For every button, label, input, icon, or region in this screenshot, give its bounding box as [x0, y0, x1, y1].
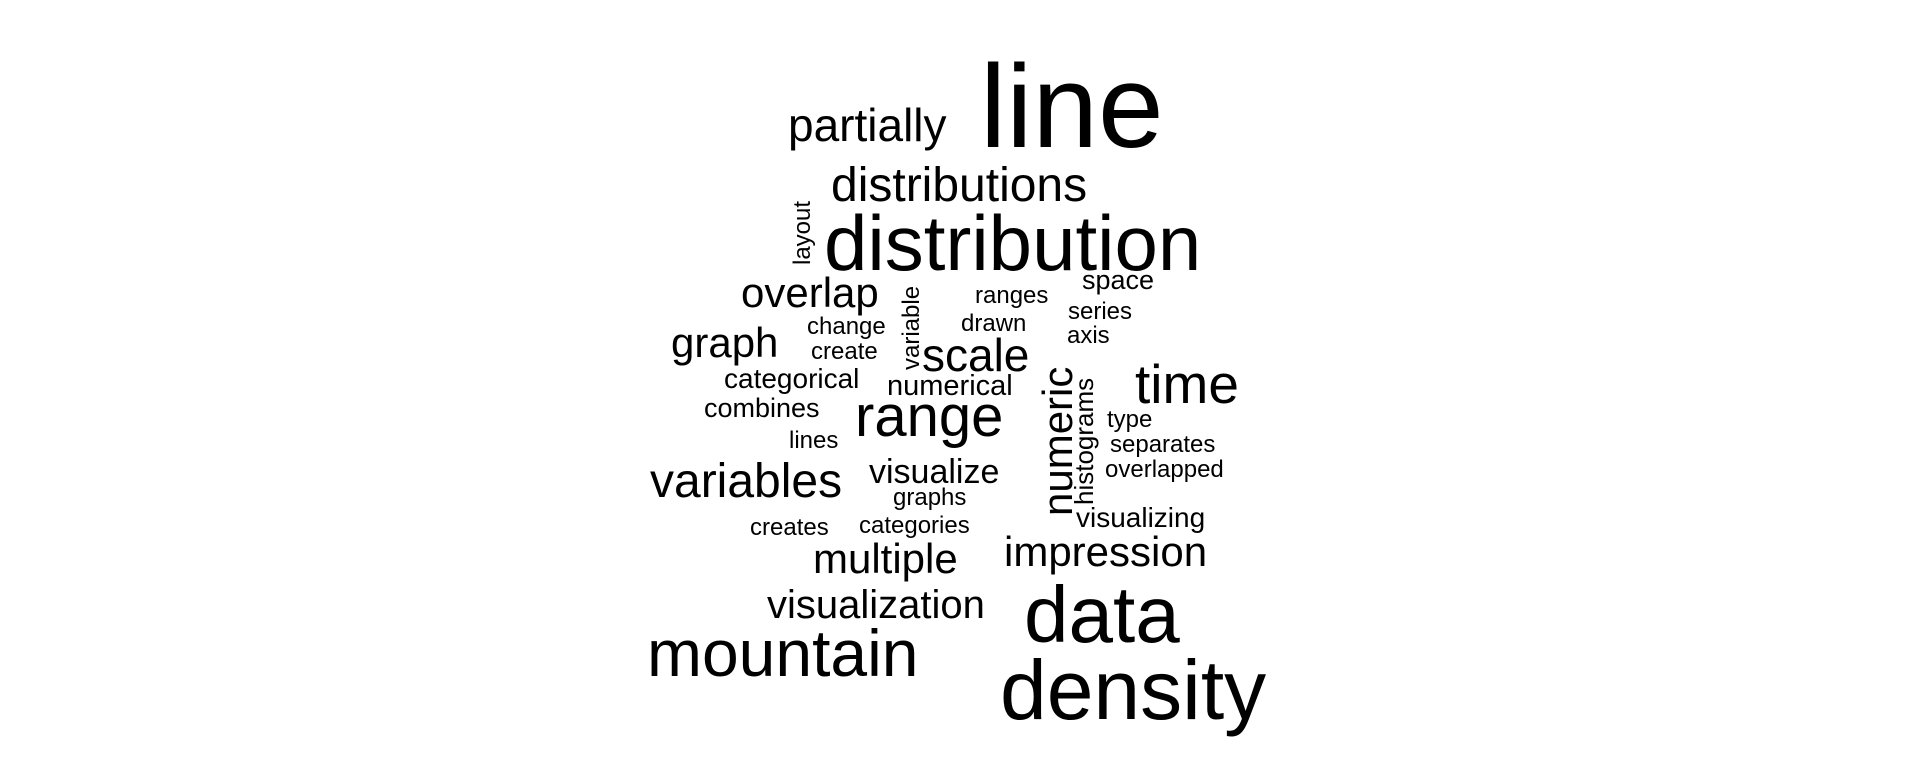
- word-distributions: distributions: [831, 159, 1088, 212]
- word-distribution: distribution: [824, 199, 1202, 287]
- word-space: space: [1082, 265, 1155, 295]
- word-layout: layout: [789, 200, 816, 265]
- word-visualize: visualize: [869, 453, 1000, 491]
- word-overlapped: overlapped: [1105, 456, 1224, 483]
- word-data: data: [1024, 570, 1180, 659]
- word-impression: impression: [1004, 528, 1208, 575]
- word-change: change: [807, 313, 886, 340]
- word-create: create: [811, 338, 878, 365]
- word-graphs: graphs: [893, 484, 967, 511]
- word-range: range: [855, 384, 1004, 449]
- word-categories: categories: [859, 512, 970, 539]
- word-categorical: categorical: [724, 363, 860, 394]
- word-ranges: ranges: [975, 282, 1049, 309]
- word-visualization: visualization: [767, 583, 985, 627]
- word-overlap: overlap: [741, 269, 879, 316]
- word-type: type: [1107, 406, 1153, 433]
- word-combines: combines: [704, 393, 820, 423]
- word-line: line: [980, 41, 1164, 173]
- word-drawn: drawn: [961, 310, 1027, 337]
- word-mountain: mountain: [647, 616, 919, 690]
- word-series: series: [1068, 298, 1133, 325]
- word-creates: creates: [750, 514, 829, 541]
- word-graph: graph: [671, 319, 779, 366]
- word-multiple: multiple: [813, 535, 958, 582]
- word-histograms: histograms: [1069, 377, 1099, 505]
- word-lines: lines: [789, 427, 839, 454]
- word-numerical: numerical: [887, 370, 1013, 402]
- word-variables: variables: [650, 455, 843, 508]
- word-density: density: [1000, 643, 1267, 737]
- word-axis: axis: [1067, 322, 1110, 349]
- word-time: time: [1135, 353, 1239, 415]
- word-variable: variable: [898, 285, 925, 370]
- word-separates: separates: [1110, 431, 1216, 458]
- word-visualizing: visualizing: [1076, 502, 1206, 533]
- word-scale: scale: [922, 329, 1030, 381]
- word-partially: partially: [788, 99, 947, 151]
